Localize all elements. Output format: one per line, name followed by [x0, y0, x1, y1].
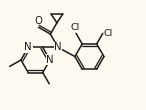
Text: Cl: Cl — [104, 29, 113, 38]
Text: N: N — [54, 42, 62, 52]
Text: O: O — [34, 16, 42, 26]
Text: N: N — [46, 55, 54, 65]
Text: N: N — [24, 42, 32, 52]
Text: Cl: Cl — [70, 23, 80, 32]
